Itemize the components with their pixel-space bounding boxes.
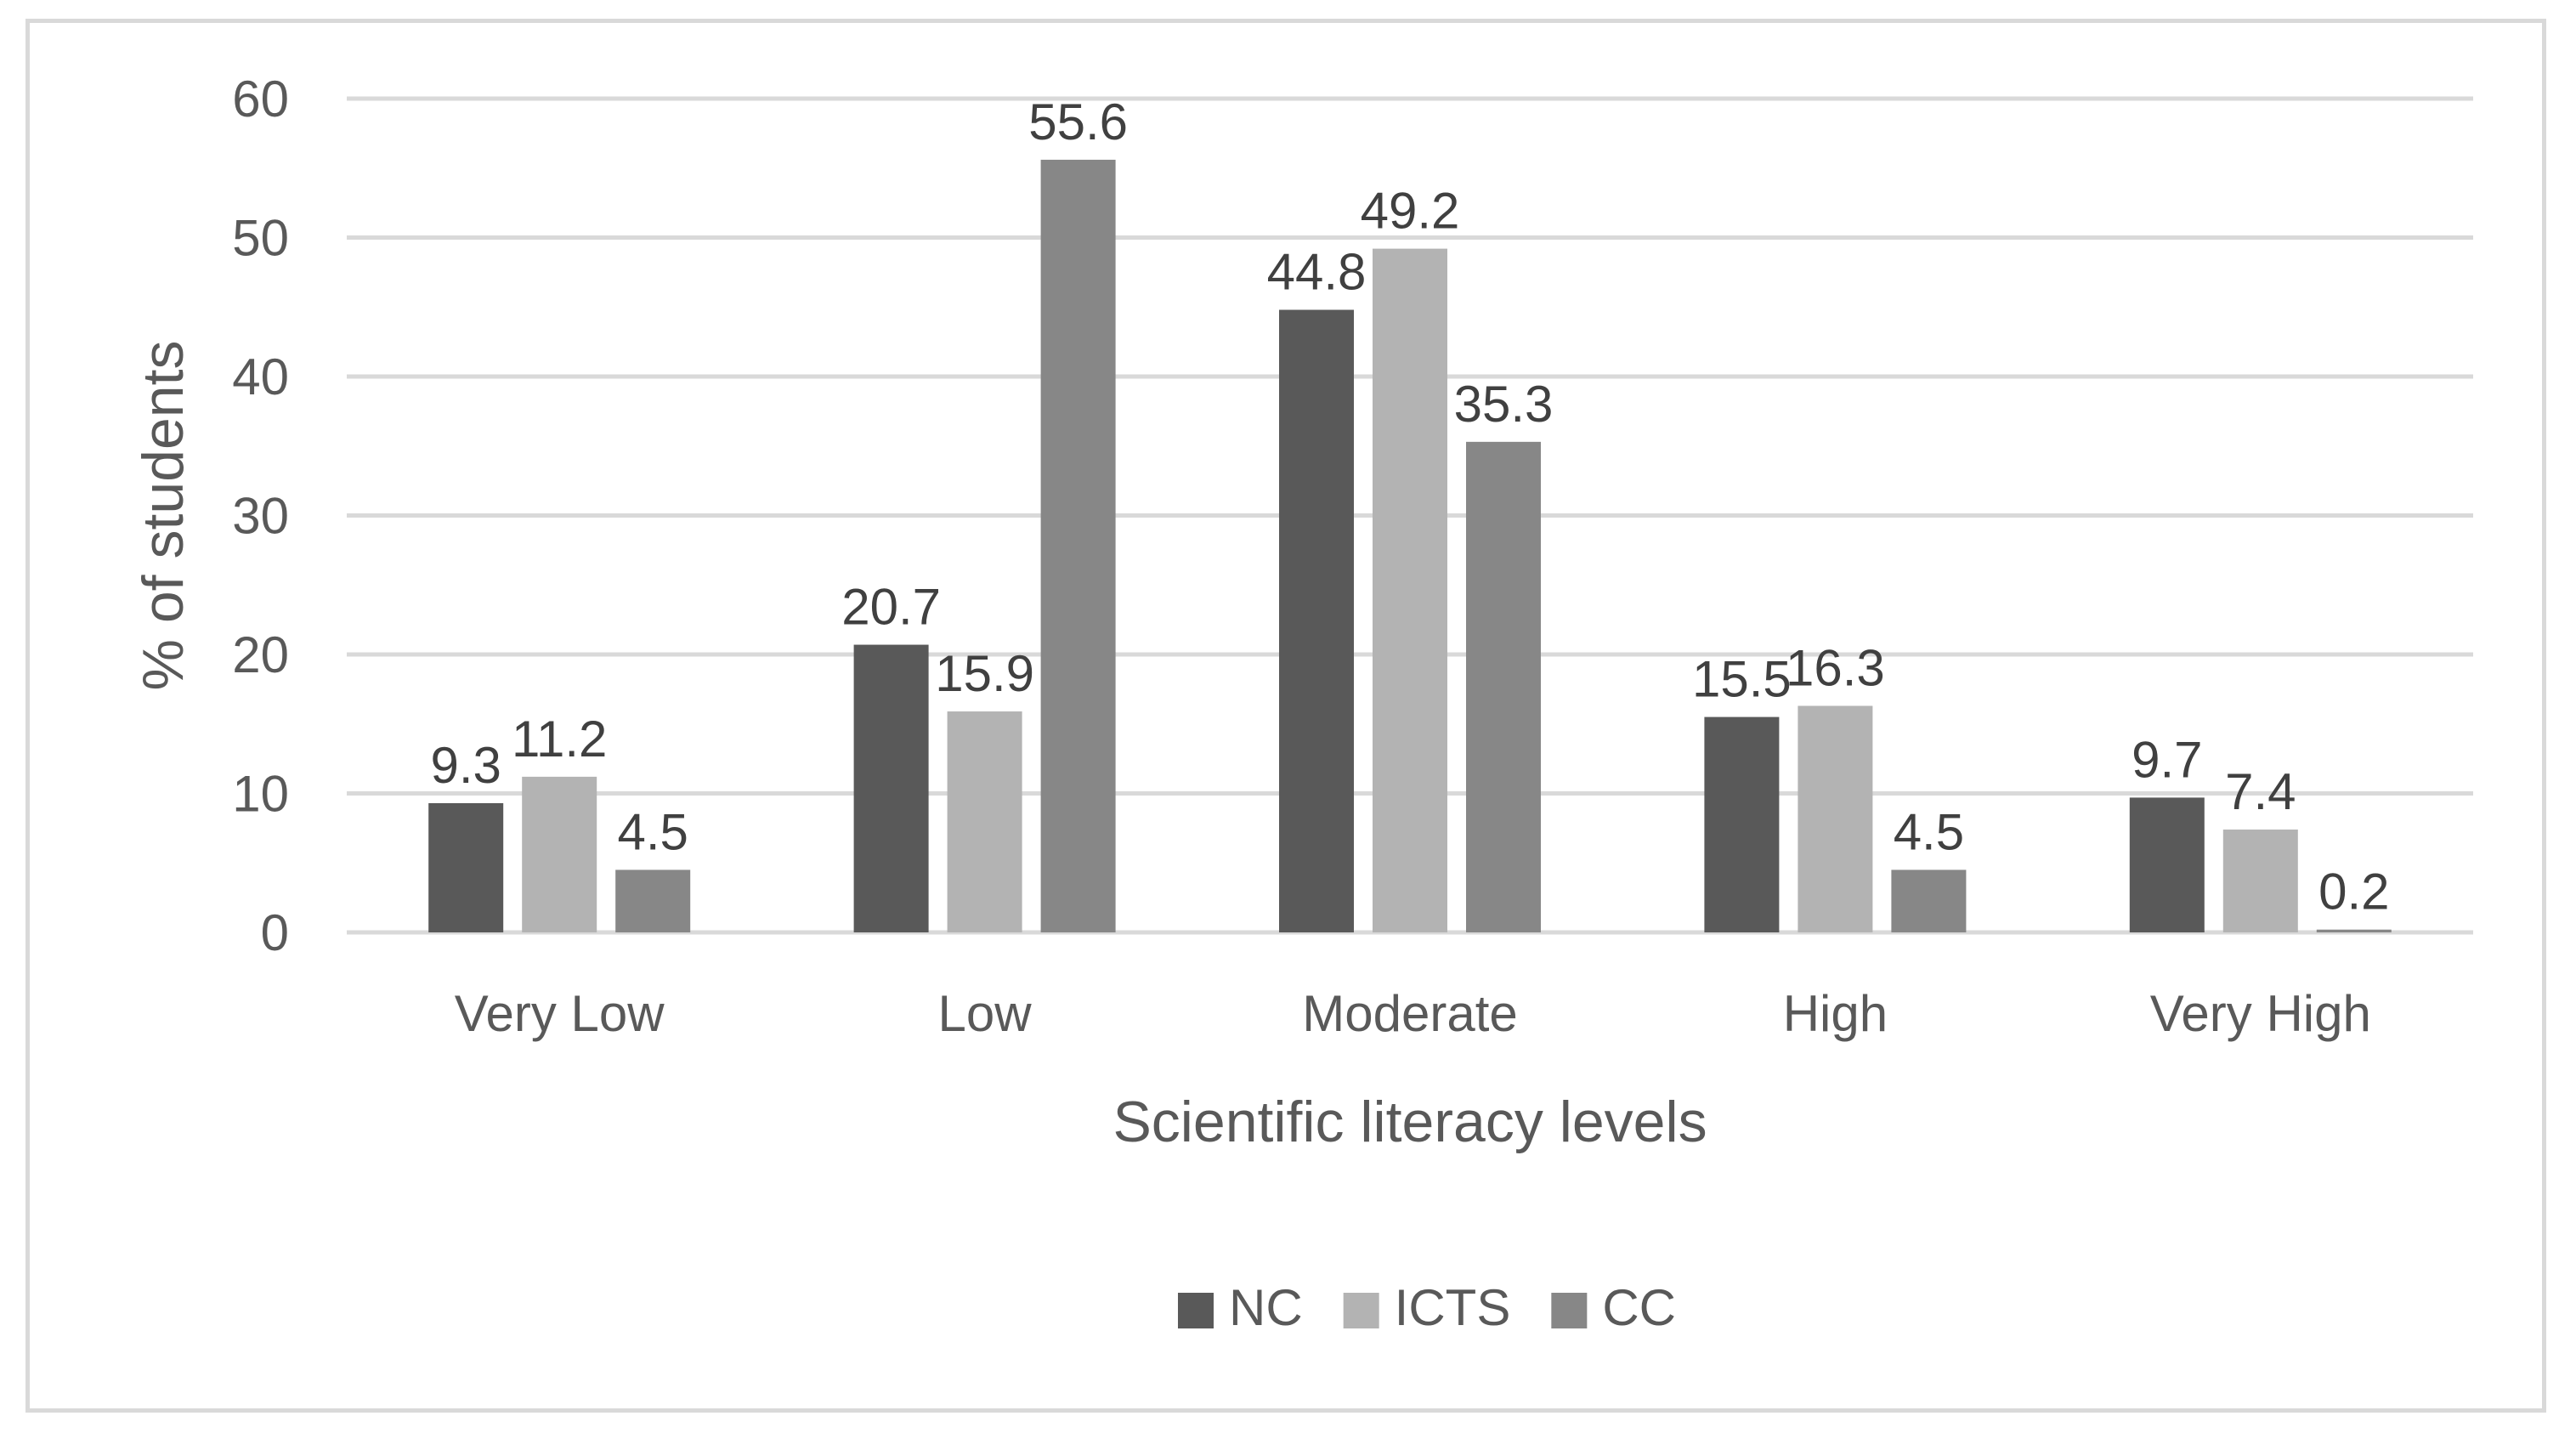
data-labels: 9.3 11.24.520.715.955.644.849.235.315.516… [430,93,2389,920]
bar-nc-high [1704,716,1780,932]
data-label: 11.2 [512,711,607,767]
x-category-label: High [1783,985,1888,1042]
x-axis-title: Scientific literacy levels [1112,1090,1707,1154]
x-category-label: Low [938,985,1033,1042]
legend-item-nc: NC [1177,1279,1303,1336]
y-tick-label: 20 [232,626,289,683]
data-label: 35.3 [1454,376,1554,433]
data-label: 49.2 [1361,183,1460,240]
bars [428,159,2392,933]
data-label: 7.4 [2225,763,2296,820]
bar-cc-high [1891,869,1967,932]
y-tick-label: 30 [232,488,289,545]
bar-cc-very-high [2316,929,2392,932]
legend-item-icts: ICTS [1343,1279,1511,1336]
bar-icts-high [1798,705,1873,932]
bar-nc-low [853,644,929,932]
data-label: 4.5 [617,803,688,860]
bar-icts-moderate [1373,248,1447,933]
legend-label: CC [1602,1279,1676,1336]
y-tick-label: 60 [232,71,289,127]
bar-cc-low [1040,159,1116,932]
data-label: 15.9 [935,645,1034,702]
data-label: 16.3 [1786,639,1885,696]
legend-swatch [1343,1293,1379,1328]
y-tick-label: 10 [232,766,289,823]
data-label: 9.3 [430,737,501,794]
bar-cc-moderate [1466,441,1541,932]
y-tick-label: 0 [261,904,289,961]
data-label: 20.7 [841,579,941,636]
bar-cc-very-low [615,869,691,932]
legend-item-cc: CC [1551,1279,1676,1336]
data-label: 9.7 [2132,731,2202,788]
y-tick-label: 50 [232,210,289,267]
x-axis-categories: Very Low Low Moderate High Very High [455,985,2371,1042]
legend-swatch [1551,1293,1588,1328]
data-label: 44.8 [1267,244,1367,301]
bar-nc-moderate [1279,309,1354,932]
data-label: 15.5 [1692,651,1792,708]
data-label: 4.5 [1894,803,1964,860]
x-category-label: Very High [2150,985,2371,1042]
legend: NC ICTS CC [1177,1279,1676,1336]
bar-nc-very-low [428,802,504,932]
bar-icts-very-low [522,776,597,932]
bar-icts-very-high [2222,830,2298,932]
y-axis-title: % of students [131,340,195,690]
x-category-label: Very Low [455,985,665,1042]
x-category-label: Moderate [1302,985,1517,1042]
y-axis-ticks: 0 10 20 30 40 50 60 [232,71,289,961]
y-tick-label: 40 [232,348,289,405]
bar-nc-very-high [2129,797,2205,932]
legend-label: ICTS [1395,1279,1511,1336]
legend-label: NC [1229,1279,1303,1336]
bar-icts-low [947,711,1022,932]
data-label: 55.6 [1028,93,1128,150]
legend-swatch [1177,1293,1214,1328]
data-label: 0.2 [2318,864,2389,920]
